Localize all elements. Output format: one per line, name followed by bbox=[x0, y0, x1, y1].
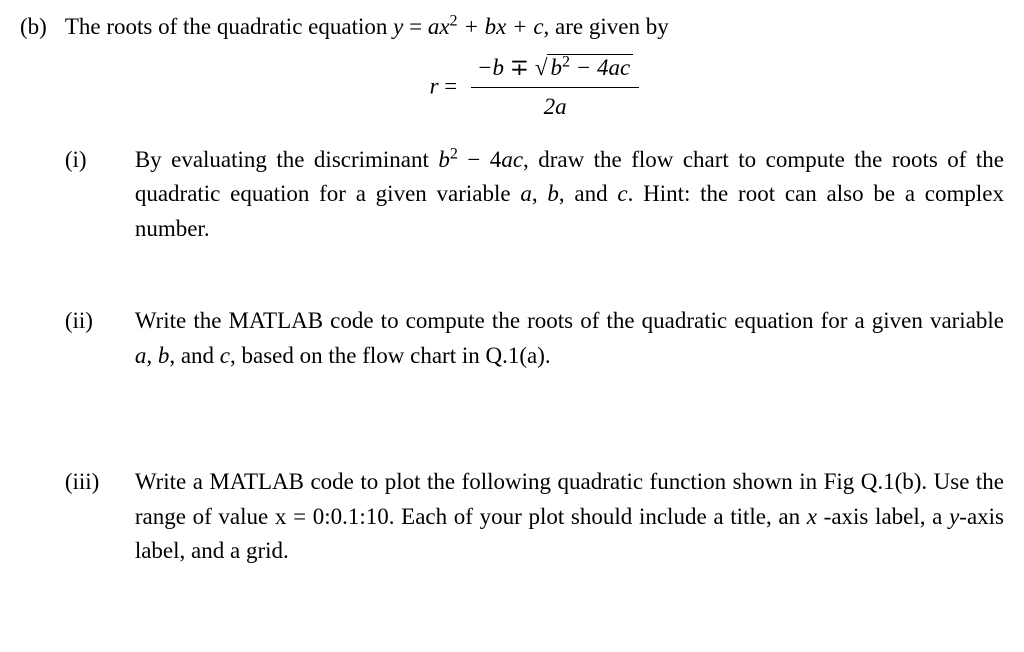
ii-line2-c: , and bbox=[169, 343, 219, 368]
i-line1-b: b bbox=[438, 147, 450, 172]
formula-r: r bbox=[430, 73, 439, 98]
subpart-ii-label: (ii) bbox=[65, 304, 109, 373]
sqrt-sup: 2 bbox=[562, 53, 570, 70]
part-b-label: (b) bbox=[20, 10, 47, 569]
part-b-content: The roots of the quadratic equation y = … bbox=[65, 10, 1004, 569]
formula-numerator: −b ∓ √b2 − 4ac bbox=[471, 51, 639, 89]
ii-line1: Write the MATLAB code to compute the roo… bbox=[135, 308, 814, 333]
i-line1-c: − 4 bbox=[458, 147, 501, 172]
subpart-iii-label: (iii) bbox=[65, 465, 109, 569]
i-line1-ac: ac bbox=[501, 147, 523, 172]
subpart-i: (i) By evaluating the discriminant b2 − … bbox=[65, 143, 1004, 247]
i-line1-sup: 2 bbox=[450, 145, 458, 162]
part-b-container: (b) The roots of the quadratic equation … bbox=[20, 10, 1004, 569]
i-line2-cvar: c bbox=[617, 181, 627, 206]
intro-after: , are given by bbox=[544, 14, 669, 39]
iii-line3-x: x bbox=[807, 504, 817, 529]
ii-line2-b: , bbox=[146, 343, 158, 368]
subpart-i-content: By evaluating the discriminant b2 − 4ac,… bbox=[135, 143, 1004, 247]
iii-line3-a: include a title, an bbox=[639, 504, 807, 529]
subpart-i-label: (i) bbox=[65, 143, 109, 247]
ii-line2-cvar: c bbox=[220, 343, 230, 368]
i-line1-a: By evaluating the discriminant bbox=[135, 147, 439, 172]
formula-equals: = bbox=[439, 73, 463, 98]
intro-before: The roots of the quadratic equation bbox=[65, 14, 393, 39]
sqrt-symbol: √ bbox=[535, 55, 548, 80]
intro-ax: ax bbox=[428, 14, 450, 39]
intro-text: The roots of the quadratic equation y = … bbox=[65, 10, 1004, 45]
iii-line1: Write a MATLAB code to plot the followin… bbox=[135, 469, 817, 494]
i-line2-bvar: b bbox=[547, 181, 559, 206]
sqrt-content: b2 − 4ac bbox=[547, 54, 633, 80]
iii-line3-y: y bbox=[949, 504, 959, 529]
i-line2-d: . Hint: bbox=[628, 181, 691, 206]
intro-eq: = bbox=[403, 14, 427, 39]
intro-sup2: 2 bbox=[450, 12, 458, 29]
i-line2-avar: a bbox=[520, 181, 532, 206]
sqrt-b: b bbox=[550, 55, 562, 80]
iii-line3-b: -axis label, a bbox=[817, 504, 949, 529]
quadratic-formula: r = −b ∓ √b2 − 4ac 2a bbox=[65, 51, 1004, 125]
formula-denominator: 2a bbox=[471, 88, 639, 125]
subpart-iii: (iii) Write a MATLAB code to plot the fo… bbox=[65, 465, 1004, 569]
subpart-iii-content: Write a MATLAB code to plot the followin… bbox=[135, 465, 1004, 569]
ii-line2-avar: a bbox=[135, 343, 147, 368]
i-line2-c: , and bbox=[559, 181, 618, 206]
sqrt-rest: − 4ac bbox=[570, 55, 630, 80]
intro-bxc: + bx + c bbox=[458, 14, 544, 39]
subpart-ii: (ii) Write the MATLAB code to compute th… bbox=[65, 304, 1004, 373]
sqrt-group: √b2 − 4ac bbox=[535, 51, 633, 86]
num-minus-b: −b bbox=[477, 55, 504, 80]
ii-line2-a: for a given variable bbox=[821, 308, 1004, 333]
num-mp: ∓ bbox=[504, 55, 535, 80]
intro-y: y bbox=[393, 14, 403, 39]
i-line2-b: , bbox=[532, 181, 548, 206]
ii-line2-d: , based on the flow chart in Q.1(a). bbox=[230, 343, 551, 368]
formula-fraction: −b ∓ √b2 − 4ac 2a bbox=[471, 51, 639, 125]
i-line1-d: , draw the flow chart to compute bbox=[523, 147, 845, 172]
ii-line2-bvar: b bbox=[158, 343, 170, 368]
subpart-ii-content: Write the MATLAB code to compute the roo… bbox=[135, 304, 1004, 373]
